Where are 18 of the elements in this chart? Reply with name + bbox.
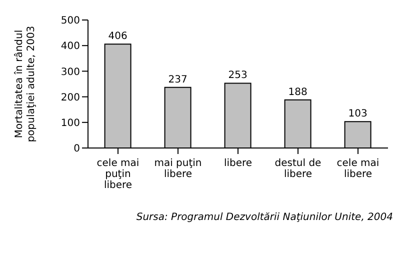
y-tick-label: 400 [60,41,80,52]
data-label: 253 [228,70,248,82]
x-tick-label: libere [224,158,252,169]
data-label: 103 [348,108,368,120]
x-tick-label: cele mai puţin libere [96,158,140,191]
y-tick-label: 500 [60,16,80,27]
y-axis-title: Mortalitatea în rândul populaţiei adulte, 2003 [14,26,37,142]
data-label: 237 [168,74,188,86]
text: Sursa: Programul Dezvoltării Naţiunilor Unite, 2004 [135,212,393,223]
x-tick-label: destul de libere [274,158,322,180]
y-tick-label: 200 [60,92,80,104]
y-tick-label: 0 [74,144,80,155]
data-label: 188 [288,86,308,98]
data-label: 406 [108,31,128,42]
x-tick-label: cele mai libere [336,158,380,180]
x-tick-label: mai puţin libere [154,158,202,180]
y-tick-label: 300 [60,66,80,78]
y-tick-label: 100 [60,118,80,129]
